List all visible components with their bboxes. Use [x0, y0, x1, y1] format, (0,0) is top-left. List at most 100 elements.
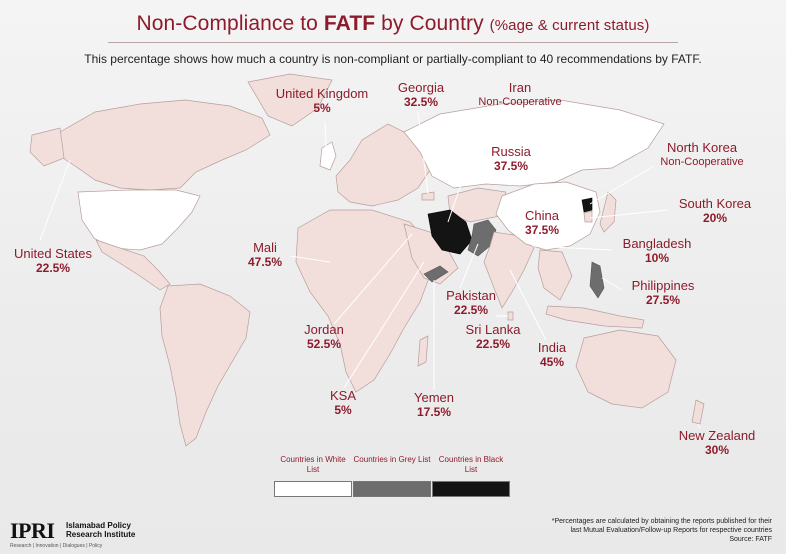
china-shape: [495, 181, 601, 251]
label-yemen: Yemen 17.5%: [406, 390, 462, 420]
leader-nz: [697, 423, 701, 429]
title-divider: [108, 42, 678, 43]
india-value: 45%: [539, 355, 565, 369]
leader-uk: [324, 121, 327, 149]
legend-white-label: Countries in White List: [280, 455, 346, 474]
china-value: 37.5%: [524, 223, 560, 237]
north-korea-name: North Korea: [666, 140, 738, 155]
bangladesh-name: Bangladesh: [622, 236, 692, 251]
legend-black-swatch: [432, 481, 510, 497]
south-korea-value: 20%: [702, 211, 728, 225]
title-subtext: (%age & current status): [489, 17, 650, 34]
south-america: [159, 283, 251, 447]
north-korea-status: Non-Cooperative: [660, 156, 744, 168]
label-united-kingdom: United Kingdom 5%: [266, 86, 378, 116]
georgia-shape: [421, 191, 435, 201]
label-bangladesh: Bangladesh 10%: [608, 236, 706, 266]
logo-tagline: Research | Innovation | Dialogues | Poli…: [10, 543, 103, 549]
japan: [599, 191, 617, 233]
sri-lanka-shape: [507, 311, 514, 321]
leader-ph: [601, 277, 623, 291]
leader-usa: [39, 159, 71, 241]
philippines-name: Philippines: [631, 278, 695, 293]
label-mali: Mali 47.5%: [240, 240, 290, 270]
philippines-value: 27.5%: [645, 293, 681, 307]
label-ksa: KSA 5%: [326, 388, 360, 418]
ksa-name: KSA: [329, 388, 356, 403]
leader-india: [509, 269, 547, 341]
south-korea-name: South Korea: [678, 196, 752, 211]
alaska: [29, 127, 65, 167]
leader-bd: [531, 245, 613, 251]
uk-shape: [319, 141, 337, 171]
georgia-name: Georgia: [397, 80, 445, 95]
legend-white-swatch: [274, 481, 352, 497]
title-part-3: by Country: [375, 12, 490, 35]
footnote-line1: *Percentages are calculated by obtaining…: [551, 518, 772, 525]
mexico-central-america: [95, 239, 171, 291]
label-china: China 37.5%: [512, 208, 572, 238]
label-jordan: Jordan 52.5%: [294, 322, 354, 352]
madagascar: [417, 335, 429, 367]
usa-name: United States: [13, 246, 93, 261]
label-philippines: Philippines 27.5%: [618, 278, 708, 308]
jordan-value: 52.5%: [306, 337, 342, 351]
india-name: India: [537, 340, 567, 355]
legend-black-label: Countries in Black List: [438, 455, 504, 474]
leader-iran: [447, 105, 489, 223]
mali-value: 47.5%: [247, 255, 283, 269]
yemen-value: 17.5%: [416, 405, 452, 419]
russia-name: Russia: [491, 144, 531, 159]
sri-lanka-value: 22.5%: [475, 337, 511, 351]
label-russia: Russia 37.5%: [476, 144, 546, 174]
label-united-states: United States 22.5%: [4, 246, 102, 276]
legend-grey-swatch: [353, 481, 431, 497]
leader-ksa: [343, 261, 425, 389]
yemen-name: Yemen: [414, 390, 454, 405]
yemen-shape: [423, 265, 449, 283]
pakistan-shape: [467, 219, 497, 257]
label-south-korea: South Korea 20%: [668, 196, 762, 226]
georgia-value: 32.5%: [403, 95, 439, 109]
philippines-shape: [589, 261, 605, 299]
bangladesh-value: 10%: [644, 251, 670, 265]
russia-value: 37.5%: [493, 159, 529, 173]
legend-grey-label: Countries in Grey List: [353, 455, 431, 464]
new-zealand-shape: [691, 399, 705, 425]
leader-pak: [459, 243, 479, 289]
jordan-name: Jordan: [304, 322, 344, 337]
logo-name-line2: Research Institute: [66, 530, 136, 539]
logo-name-line1: Islamabad Policy: [66, 521, 131, 530]
label-pakistan: Pakistan 22.5%: [438, 288, 504, 318]
uk-value: 5%: [313, 101, 331, 115]
uk-name: United Kingdom: [275, 86, 369, 101]
south-korea-shape: [583, 210, 593, 223]
russia-shape: [403, 99, 665, 189]
title-part-1: Non-Compliance to: [136, 12, 324, 35]
footnote-line2: last Mutual Evaluation/Follow-up Reports…: [570, 527, 772, 534]
leader-sk: [589, 209, 669, 219]
new-zealand-value: 30%: [704, 443, 730, 457]
map-subtitle: This percentage shows how much a country…: [84, 52, 702, 66]
footnote: *Percentages are calculated by obtaining…: [472, 517, 772, 544]
footnote-source: Source: FATF: [729, 536, 772, 543]
label-north-korea: North Korea Non-Cooperative: [644, 140, 760, 170]
sri-lanka-name: Sri Lanka: [465, 322, 521, 337]
usa-shape: [77, 189, 201, 251]
logo-mark: IPRI: [10, 518, 55, 543]
iran-shape: [427, 209, 473, 255]
north-korea-shape: [581, 197, 593, 213]
pakistan-name: Pakistan: [446, 288, 496, 303]
greenland: [247, 73, 333, 127]
usa-value: 22.5%: [35, 261, 71, 275]
mali-name: Mali: [253, 240, 277, 255]
australia: [575, 329, 677, 409]
china-name: China: [525, 208, 559, 223]
southeast-asia: [537, 249, 573, 301]
iran-status: Non-Cooperative: [478, 96, 562, 108]
iran-name: Iran: [508, 80, 532, 95]
label-iran: Iran Non-Cooperative: [462, 80, 578, 110]
canada-region: [59, 99, 271, 191]
ksa-value: 5%: [334, 403, 352, 417]
